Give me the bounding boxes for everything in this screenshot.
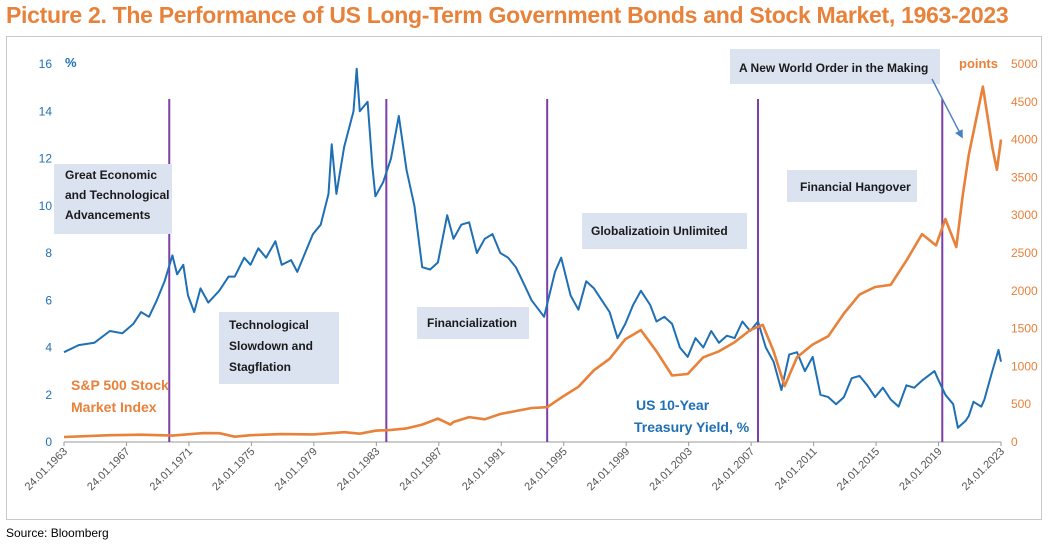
y-right-tick-label: 2500 [1011, 246, 1038, 260]
series-group [63, 67, 1003, 439]
chart-frame: 0 2 4 6 8 10 12 14 16% 0 500 1000 1500 2000 2500 3000 35… [6, 36, 1042, 520]
x-tick-label: 24.01.1983 [335, 446, 382, 493]
annotation-text: Globalizatioin Unlimited [591, 224, 728, 238]
y-right-tick-label: 4500 [1011, 95, 1038, 109]
x-tick-label: 24.01.1975 [210, 446, 257, 493]
y-left-tick-label: 6 [45, 293, 52, 307]
annotation-box [787, 170, 917, 202]
y-left-tick-label: 14 [39, 104, 53, 118]
y-right-tick-label: 500 [1011, 397, 1031, 411]
y-right-tick-label: 0 [1011, 435, 1018, 449]
y-right-tick-label: 1000 [1011, 359, 1038, 373]
y-left-tick-label: 8 [45, 246, 52, 260]
x-tick-label: 24.01.1987 [398, 446, 445, 493]
x-tick-label: 24.01.1991 [460, 446, 507, 493]
x-tick-label: 24.01.2011 [773, 446, 820, 493]
x-tick-label: 24.01.1971 [148, 446, 195, 493]
y-left-tick-label: 4 [45, 341, 52, 355]
x-tick-label: 24.01.2015 [835, 446, 882, 493]
y-left-unit-label: % [65, 55, 77, 70]
annotation-text: Slowdown and [229, 339, 313, 353]
x-tick-label: 24.01.2003 [647, 446, 694, 493]
annotation-box [417, 307, 529, 339]
dividers-group [168, 99, 944, 442]
annotation-text: Technological [229, 318, 309, 332]
yield-series-label: US 10-Year [636, 397, 710, 413]
x-tick-label: 24.01.2019 [897, 446, 944, 493]
axes-group: 0 2 4 6 8 10 12 14 16 % 0 500 1000 1500 2000 2500 3000 35… [23, 55, 1038, 493]
y-left-tick-label: 0 [45, 435, 52, 449]
y-right-tick-label: 3500 [1011, 170, 1038, 184]
chart-title: Picture 2. The Performance of US Long-Te… [6, 2, 1009, 28]
sp500-series-label: Market Index [71, 399, 157, 415]
annotation-box [54, 164, 172, 234]
yield-series-line [63, 67, 1002, 429]
annotation-box [730, 49, 940, 84]
annotation-box [582, 213, 747, 249]
x-tick-label: 24.01.1999 [585, 446, 632, 493]
annotation-box [219, 312, 339, 384]
annotation-text: Advancements [65, 208, 151, 222]
y-left-tick-label: 16 [39, 57, 53, 71]
annotations-group: Great Economic and Technological Advanceme… [54, 49, 940, 384]
annotation-text: Stagflation [229, 360, 291, 374]
x-tick-label: 24.01.1995 [522, 446, 569, 493]
y-left-tick-label: 10 [39, 199, 53, 213]
annotation-arrow [931, 78, 963, 139]
x-tick-label: 24.01.1967 [85, 446, 132, 493]
sp500-series-line [63, 85, 1003, 439]
chart-svg: 0 2 4 6 8 10 12 14 16 % 0 500 1000 1500 2000 2500 3000 35… [23, 49, 1038, 493]
labels-group: S&P 500 Stock Market Index US 10-Year Treas… [71, 78, 963, 435]
y-left-tick-label: 2 [45, 388, 52, 402]
yield-series-label: Treasury Yield, % [634, 419, 750, 435]
sp500-series-label: S&P 500 Stock [71, 377, 169, 393]
x-tick-label: 24.01.2023 [960, 446, 1007, 493]
y-right-tick-label: 4000 [1011, 133, 1038, 147]
y-right-tick-label: 1500 [1011, 322, 1038, 336]
annotation-text: Great Economic [65, 168, 157, 182]
y-left-tick-label: 12 [39, 152, 53, 166]
y-right-tick-label: 2000 [1011, 284, 1038, 298]
y-right-tick-label: 3000 [1011, 208, 1038, 222]
annotation-text: Financial Hangover [800, 180, 911, 194]
annotation-text: and Technological [65, 188, 169, 202]
y-right-unit-label: points [959, 56, 998, 71]
annotation-text: A New World Order in the Making [739, 61, 928, 75]
source-note: Source: Bloomberg [6, 526, 109, 540]
y-right-tick-label: 5000 [1011, 57, 1038, 71]
annotation-text: Financialization [427, 316, 517, 330]
x-tick-label: 24.01.1963 [23, 446, 70, 493]
x-tick-label: 24.01.2007 [710, 446, 757, 493]
x-tick-label: 24.01.1979 [273, 446, 320, 493]
